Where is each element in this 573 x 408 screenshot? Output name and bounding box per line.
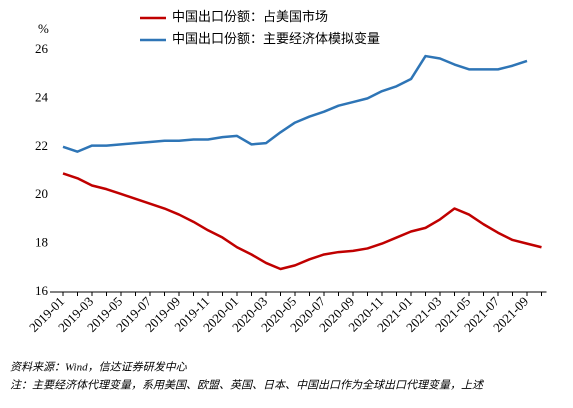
note: 注：主要经济体代理变量，系用美国、欧盟、英国、日本、中国出口作为全球出口代理变量…	[10, 379, 485, 392]
series-line	[62, 172, 542, 271]
source: 资料来源：Wind，信达证券研发中心	[10, 361, 188, 374]
legend-label: 中国出口份额：占美国市场	[172, 9, 328, 24]
legend-label: 中国出口份额：主要经济体模拟变量	[172, 31, 380, 46]
y-tick-label: 26	[35, 41, 49, 56]
y-tick-label: 20	[35, 186, 48, 201]
y-tick-label: 24	[35, 89, 49, 104]
y-tick-label: 18	[35, 235, 48, 250]
y-tick-label: 16	[35, 283, 49, 298]
y-unit: %	[38, 21, 49, 36]
series-line	[62, 54, 528, 153]
y-tick-label: 22	[35, 138, 48, 153]
